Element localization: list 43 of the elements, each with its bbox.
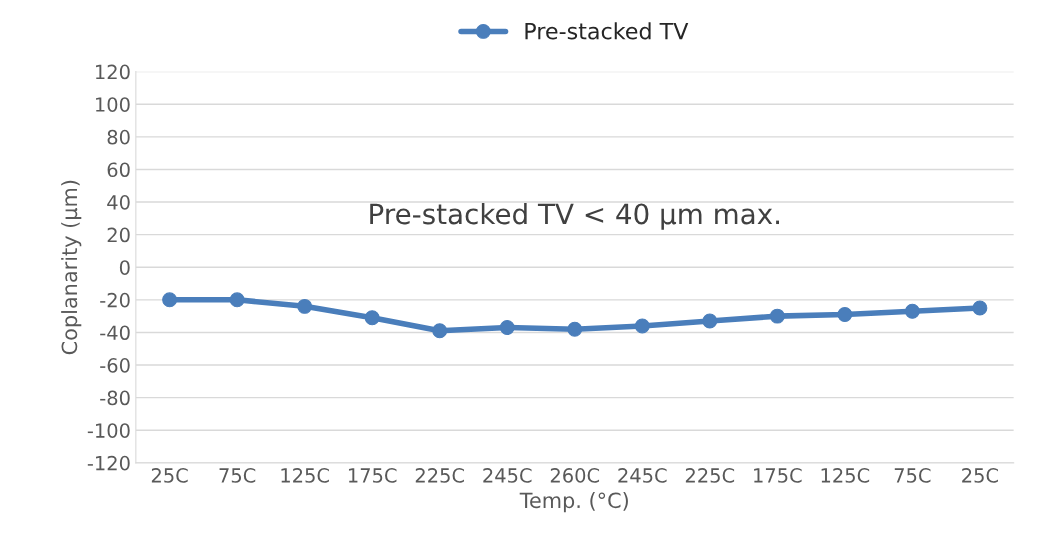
- x-tick-label: 75C: [219, 468, 256, 483]
- point: [297, 298, 313, 314]
- y-tick-label: 60: [107, 162, 130, 178]
- point: [769, 308, 785, 324]
- x-tick-label: 175C: [348, 468, 397, 483]
- x-tick-label: 260C: [550, 468, 600, 483]
- x-tick-label: 245C: [483, 468, 532, 483]
- y-tick-label: -120: [87, 455, 130, 471]
- x-tick-label: 175C: [754, 468, 802, 483]
- x-tick-label: 225C: [415, 468, 464, 483]
- y-tick-label: 0: [119, 260, 130, 275]
- y-tick-label: 80: [107, 129, 130, 145]
- point: [162, 292, 178, 308]
- y-axis-title: Coplanarity (µm): [61, 180, 82, 355]
- x-axis-title: Temp. (°C): [519, 492, 628, 513]
- point: [567, 321, 583, 337]
- point: [432, 323, 448, 339]
- point: [904, 303, 920, 319]
- point: [499, 320, 515, 336]
- y-tick-label: 20: [107, 227, 130, 243]
- y-tick-label: 100: [96, 97, 130, 112]
- y-tick-label: -60: [100, 357, 130, 373]
- legend-label: Pre-stacked TV: [525, 22, 689, 40]
- x-tick-label: 245C: [618, 468, 667, 483]
- y-tick-label: -80: [100, 390, 130, 406]
- y-tick-label: -40: [100, 325, 130, 341]
- point: [837, 307, 853, 322]
- y-tick-label: -100: [87, 423, 130, 438]
- point: [702, 313, 718, 329]
- x-tick-label: 125C: [281, 468, 329, 483]
- y-tick-label: 120: [96, 64, 130, 80]
- x-tick-label: 25C: [962, 468, 998, 483]
- point: [972, 300, 988, 316]
- annotation: Pre-stacked TV < 40 µm max.: [370, 202, 779, 230]
- x-tick-label: 25C: [151, 468, 188, 483]
- x-tick-label: 75C: [894, 468, 931, 483]
- point: [229, 292, 245, 308]
- x-tick-label: 125C: [821, 468, 870, 483]
- y-tick-label: 40: [107, 194, 130, 210]
- point: [634, 318, 650, 334]
- point: [364, 310, 380, 326]
- x-tick-label: 225C: [685, 468, 735, 483]
- y-tick-label: -20: [100, 292, 130, 308]
